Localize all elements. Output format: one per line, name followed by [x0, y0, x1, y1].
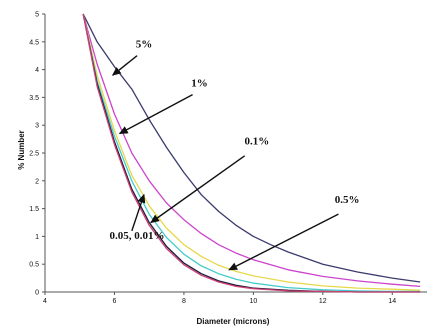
- x-tick-label: 8: [182, 298, 186, 305]
- x-tick-label: 6: [113, 298, 117, 305]
- x-tick-label: 4: [43, 298, 47, 305]
- y-tick-label: 2.5: [29, 151, 39, 158]
- y-tick-label: 3.5: [29, 95, 39, 102]
- x-tick-label: 10: [249, 298, 257, 305]
- series-line-5: [82, 13, 421, 293]
- annotation-label: 0.5%: [335, 194, 360, 206]
- y-tick-label: 4: [35, 67, 39, 74]
- x-tick-label: 14: [388, 298, 396, 305]
- annotation-label: 1%: [191, 77, 208, 89]
- series-line-4: [82, 13, 421, 293]
- annotation-arrow: [150, 155, 246, 224]
- y-tick-label: 2: [35, 178, 39, 185]
- y-axis-label: % Number: [17, 130, 26, 170]
- annotation-label: 5%: [136, 38, 153, 50]
- x-tick-label: 12: [319, 298, 327, 305]
- y-tick-label: 3: [35, 123, 39, 130]
- annotation-label: 0.1%: [244, 136, 269, 148]
- annotation-arrow: [228, 213, 339, 271]
- annotation-arrow: [118, 94, 193, 135]
- series-line-6: [82, 13, 421, 293]
- y-tick-label: 1.5: [29, 206, 39, 213]
- x-axis-label: Diameter (microns): [197, 317, 270, 326]
- series-line-2: [82, 13, 421, 288]
- y-tick-label: 4.5: [29, 39, 39, 46]
- y-tick-label: 5: [35, 12, 39, 19]
- annotation-arrow: [131, 193, 146, 232]
- axes: 0 0.5 1 1.5 2 2.5 3 3.5 4 4.5 5 4 6 8 10 12 14: [29, 12, 427, 305]
- y-tick-label: 1: [35, 234, 39, 241]
- series-line-1: [82, 13, 421, 283]
- annotation-arrow: [111, 55, 138, 76]
- annotation-label: 0.05, 0.01%: [110, 230, 165, 242]
- series-line-3: [82, 13, 421, 291]
- y-tick-label: 0.5: [29, 262, 39, 269]
- annotation-layer: 5% 1% 0.1% 0.5% 0.05, 0.01%: [110, 38, 360, 271]
- y-tick-label: 0: [35, 290, 39, 297]
- series-layer: [82, 13, 421, 293]
